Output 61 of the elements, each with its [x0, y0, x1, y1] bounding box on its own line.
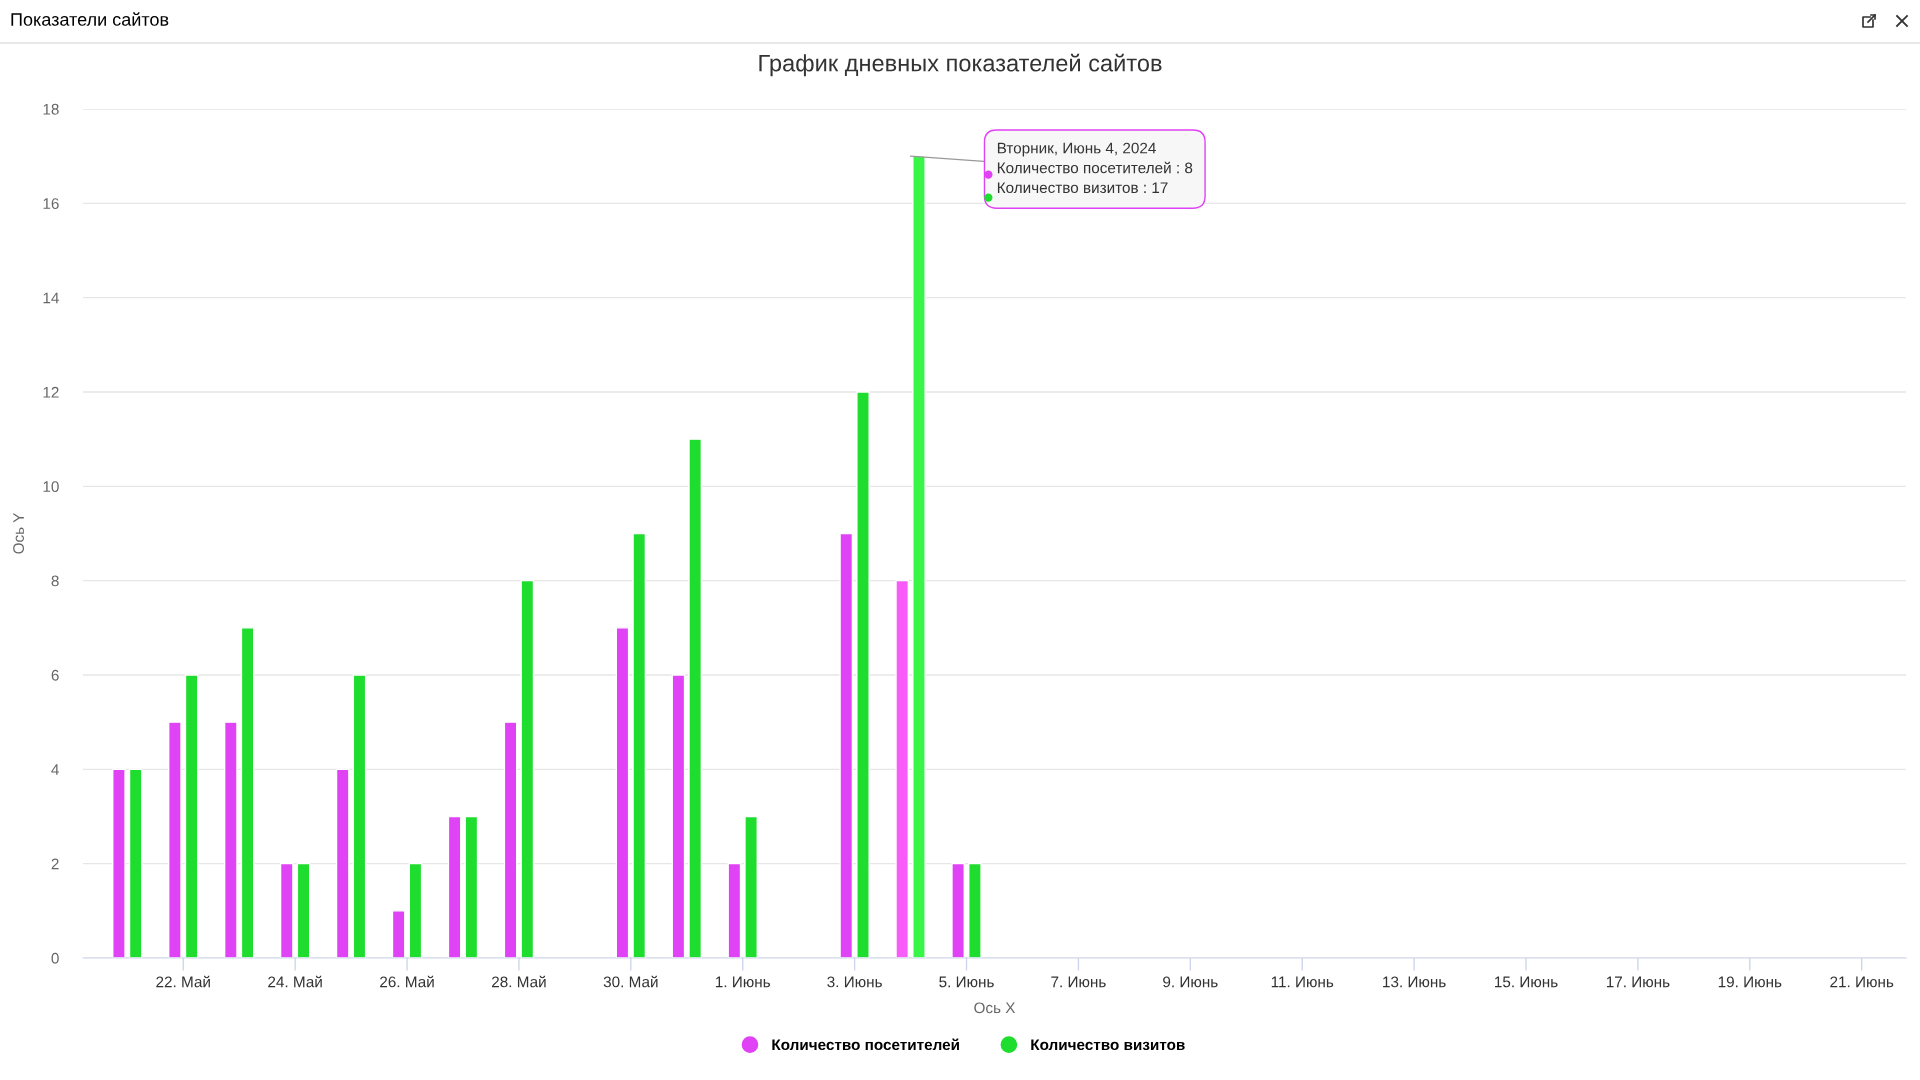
bar: [744, 815, 758, 958]
chart-title: График дневных показателей сайтов: [759, 53, 1162, 77]
x-tick-label: 15. Июнь: [1495, 976, 1558, 988]
bar: [839, 532, 854, 958]
x-tick-label: 22. Май: [156, 975, 210, 988]
bar: [912, 155, 926, 958]
x-tick-label: 1. Июнь: [715, 976, 771, 988]
legend-label: Количество визитов: [1031, 1039, 1185, 1051]
bar: [223, 721, 238, 958]
annotation: Вторник, Июнь 4, 2024 Количество посетителей : 8 Количество визитов : 17: [997, 142, 1193, 194]
bar: [167, 721, 182, 958]
bar: [688, 438, 703, 958]
bar: [856, 391, 870, 958]
bar: [352, 674, 367, 958]
y-axis-title: Ось Y: [13, 513, 24, 554]
bar: [968, 862, 982, 958]
x-tick-label: 30. Май: [603, 975, 658, 988]
bar: [951, 862, 965, 958]
y-tick-label: 4: [51, 764, 59, 775]
x-tick-label: 26. Май: [380, 975, 434, 988]
x-tick-label: 13. Июнь: [1383, 976, 1446, 988]
bar: [279, 862, 294, 958]
y-tick-label: 0: [51, 952, 59, 964]
x-tick-label: 17. Июнь: [1606, 976, 1670, 988]
y-tick-label: 6: [51, 669, 59, 681]
y-tick-label: 12: [43, 386, 59, 398]
text: Показатели сайтов: [11, 12, 169, 26]
bar: [391, 910, 406, 958]
x-tick-label: 11. Июнь: [1271, 976, 1334, 988]
x-tick-label: 5. Июнь: [939, 976, 994, 988]
bar: [727, 862, 742, 958]
y-tick-label: 2: [51, 858, 59, 870]
x-tick-label: 7. Июнь: [1051, 976, 1106, 988]
x-tick-label: 21. Июнь: [1830, 976, 1894, 988]
bar: [128, 768, 143, 958]
bar: [112, 768, 126, 958]
x-tick-label: 24. Май: [268, 975, 322, 988]
bar: [520, 579, 535, 958]
legend-label: Количество посетителей: [772, 1038, 959, 1051]
x-tick-label: 3. Июнь: [827, 976, 882, 988]
bar: [503, 721, 518, 958]
bar: [296, 862, 311, 958]
x-tick-label: 9. Июнь: [1163, 976, 1218, 988]
x-axis-title: Ось X: [974, 1002, 1016, 1014]
bar: [464, 815, 479, 958]
bar: [240, 627, 255, 958]
bar: [335, 768, 350, 958]
y-tick-label: 18: [43, 103, 59, 115]
y-tick-label: 14: [43, 292, 59, 304]
x-tick-label: 28. Май: [492, 975, 546, 988]
bar: [632, 532, 647, 958]
y-tick-label: 10: [43, 481, 59, 493]
bar: [895, 579, 910, 958]
bar: [671, 674, 686, 958]
bar: [408, 862, 423, 958]
y-tick-label: 16: [43, 198, 59, 210]
x-tick-label: 19. Июнь: [1718, 976, 1782, 988]
bar: [447, 815, 462, 958]
bar: [615, 627, 630, 958]
bar: [184, 674, 199, 958]
y-tick-label: 8: [51, 575, 59, 587]
